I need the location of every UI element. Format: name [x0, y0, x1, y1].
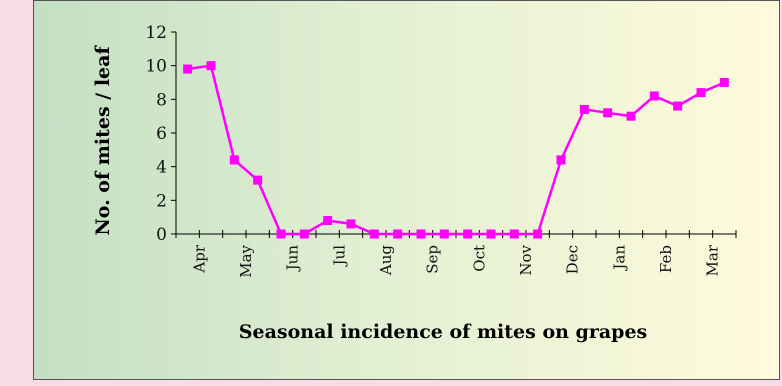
y-tick-label: 10 — [145, 57, 167, 77]
x-tick-label: Apr — [190, 244, 208, 273]
y-tick-label: 4 — [156, 158, 167, 178]
x-tick-label: Mar — [704, 244, 722, 276]
series-line — [187, 64, 725, 236]
data-point — [673, 101, 683, 111]
data-point — [206, 61, 216, 71]
y-axis: 0 2 4 6 8 10 12 — [145, 23, 177, 245]
x-tick-label: Aug — [377, 245, 395, 276]
series-layer — [183, 61, 729, 239]
x-axis-title: Seasonal incidence of mites on grapes — [239, 321, 647, 343]
y-tick-label: 8 — [156, 90, 167, 110]
data-point — [649, 91, 659, 101]
data-point — [323, 216, 333, 226]
x-tick-label: Dec — [564, 245, 582, 274]
data-point — [626, 111, 636, 121]
y-tick-label: 0 — [156, 225, 167, 245]
x-tick-label: Oct — [470, 245, 488, 272]
data-point — [183, 64, 193, 74]
plot-area: 0 2 4 6 8 10 12 Apr May Jun Jul Aug Sep Oct Nov Dec Jan… — [33, 0, 780, 380]
x-axis: Apr May Jun Jul Aug Sep Oct Nov Dec Jan Feb Mar — [175, 230, 737, 278]
data-point — [276, 229, 286, 239]
data-point — [253, 175, 263, 185]
data-point — [603, 108, 613, 118]
x-tick-label: Jun — [284, 245, 302, 273]
y-tick-label: 12 — [145, 23, 167, 43]
data-point — [486, 229, 496, 239]
data-point — [346, 219, 356, 229]
data-point — [556, 155, 566, 165]
x-tick-label: Feb — [657, 245, 675, 273]
x-tick-label: Sep — [424, 245, 442, 274]
y-axis-title: No. of mites / leaf — [92, 45, 114, 236]
data-point — [719, 78, 729, 87]
data-point — [229, 155, 239, 165]
data-point — [299, 229, 309, 239]
data-point — [463, 229, 473, 239]
data-point — [416, 229, 426, 239]
x-tick-label: Jul — [330, 245, 348, 268]
data-point — [393, 229, 403, 239]
chart: 0 2 4 6 8 10 12 Apr May Jun Jul Aug Sep Oct Nov Dec Jan… — [92, 23, 737, 343]
data-point — [696, 88, 706, 98]
data-point — [579, 104, 589, 114]
x-tick-label: Nov — [517, 244, 535, 275]
data-point — [439, 229, 449, 239]
x-tick-label: Jan — [610, 245, 628, 272]
data-point — [509, 229, 519, 239]
data-point — [369, 229, 379, 239]
x-tick-label: May — [237, 244, 255, 277]
data-point — [533, 229, 543, 239]
y-tick-label: 2 — [156, 191, 167, 211]
y-tick-label: 6 — [156, 124, 167, 144]
